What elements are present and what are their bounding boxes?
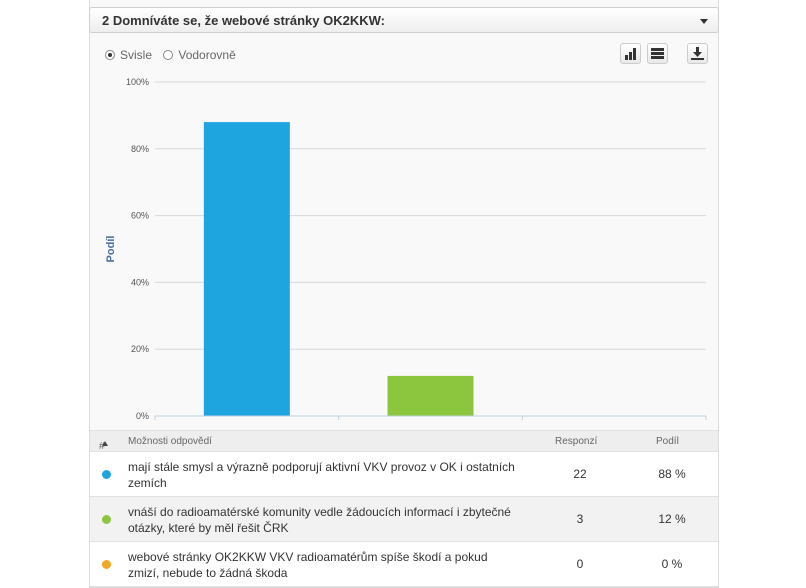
orientation-horizontal-option[interactable]: Vodorovně — [163, 48, 236, 62]
y-tick-label: 100% — [126, 77, 149, 87]
orientation-vertical-label: Svisle — [120, 48, 153, 62]
y-tick-label: 40% — [131, 277, 149, 287]
download-icon — [691, 47, 704, 60]
table-icon — [651, 48, 664, 59]
response-share: 88 % — [658, 467, 686, 481]
table-view-button[interactable] — [647, 43, 668, 64]
y-tick-label: 80% — [131, 144, 149, 154]
y-tick-label: 0% — [136, 411, 149, 421]
bar — [203, 122, 290, 416]
response-share: 0 % — [661, 557, 683, 571]
orientation-vertical-option[interactable]: Svisle — [105, 48, 152, 62]
answer-text: webové stránky OK2KKW VKV radioamatérům … — [128, 550, 488, 580]
header-responses: Responzí — [555, 436, 598, 447]
series-color-dot — [102, 560, 111, 569]
table-row: mají stále smysl a výrazně podporují akt… — [90, 452, 718, 497]
header-options: Možnosti odpovědí — [128, 436, 212, 447]
orientation-horizontal-label: Vodorovně — [178, 48, 236, 62]
question-header[interactable]: 2 Domníváte se, že webové stránky OK2KKW… — [89, 7, 719, 33]
bar-chart: 0% 20% 40% 60% 80% 100% Podíl — [105, 77, 707, 421]
table-row: vnáší do radioamatérské komunity vedle ž… — [90, 497, 718, 542]
answer-text: vnáší do radioamatérské komunity vedle ž… — [128, 505, 511, 535]
bar-chart-button[interactable] — [620, 43, 641, 64]
response-count: 22 — [573, 467, 587, 481]
bar-chart-icon — [625, 48, 636, 60]
radio-horizontal[interactable] — [163, 49, 174, 60]
download-button[interactable] — [687, 43, 708, 64]
response-count: 3 — [576, 512, 584, 526]
question-title: 2 Domníváte se, že webové stránky OK2KKW… — [102, 13, 385, 28]
orientation-toggle: Svisle Vodorovně — [105, 48, 244, 62]
answer-text: mají stále smysl a výrazně podporují akt… — [128, 460, 515, 490]
chevron-down-icon[interactable] — [700, 19, 708, 24]
radio-vertical[interactable] — [105, 49, 115, 60]
header-share: Podíl — [656, 436, 679, 447]
response-count: 0 — [576, 557, 584, 571]
series-color-dot — [102, 470, 111, 479]
table-row: webové stránky OK2KKW VKV radioamatérům … — [90, 542, 718, 587]
sort-up-icon — [102, 441, 108, 446]
table-header: # Možnosti odpovědí Responzí Podíl — [90, 430, 718, 452]
series-color-dot — [102, 515, 111, 524]
y-tick-label: 60% — [131, 211, 149, 221]
y-axis-label: Podíl — [105, 236, 117, 263]
bar — [387, 375, 474, 416]
response-share: 12 % — [658, 512, 686, 526]
y-tick-label: 20% — [131, 344, 149, 354]
